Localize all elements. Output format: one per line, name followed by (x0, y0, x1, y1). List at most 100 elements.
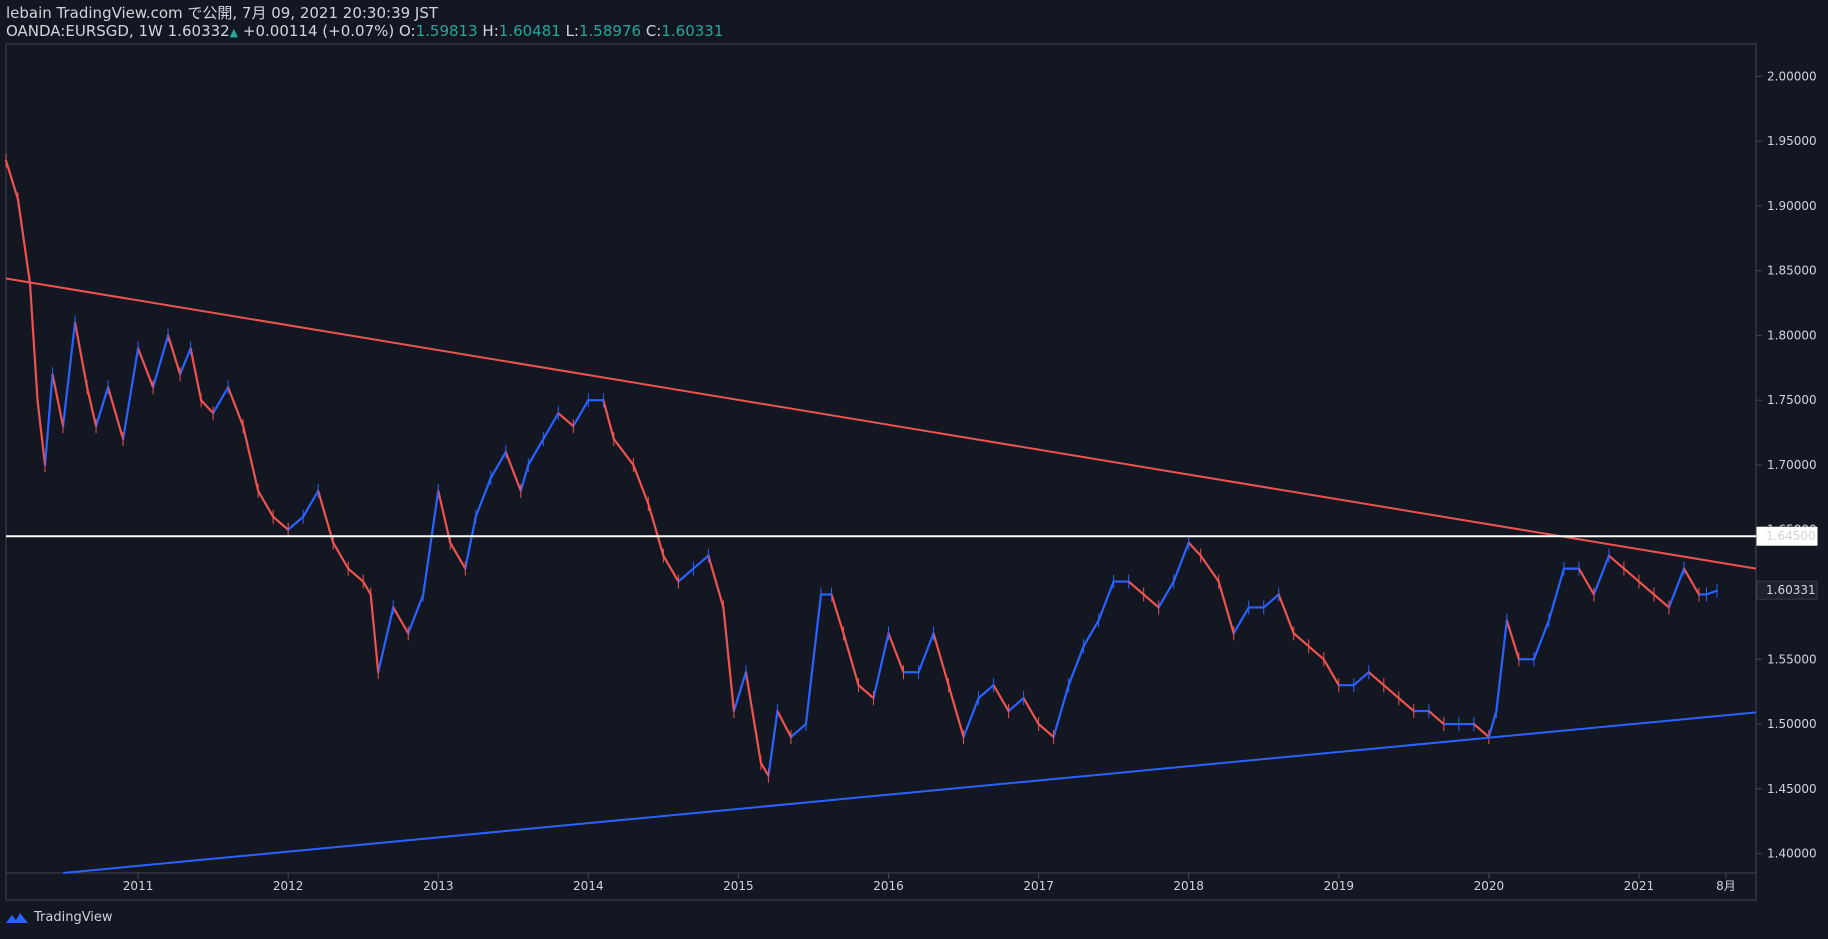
resistance-trendline[interactable] (5, 277, 1757, 570)
price-segment (1622, 567, 1641, 583)
y-tick-label: 1.50000 (1767, 717, 1817, 731)
price-segment (527, 437, 545, 467)
price-segment (61, 321, 77, 428)
x-tick-label: 2018 (1173, 879, 1204, 893)
x-tick-label: 2015 (723, 879, 754, 893)
price-segment (1352, 671, 1370, 687)
price-segment (347, 567, 365, 583)
price-segment (166, 334, 182, 376)
tradingview-logo-icon (6, 912, 28, 923)
price-segment (1037, 722, 1055, 739)
price-segment (73, 321, 89, 389)
price-segment (200, 399, 215, 415)
close-value: 1.60331 (661, 22, 724, 40)
price-segment (4, 159, 20, 201)
price-segment (1127, 580, 1145, 596)
price-segment (474, 476, 492, 518)
price-segment (962, 697, 980, 739)
price-segment (830, 593, 845, 635)
y-tick-label: 1.55000 (1767, 652, 1817, 666)
price-segment (612, 437, 635, 467)
symbol-name[interactable]: OANDA:EURSGD, 1W (6, 22, 163, 40)
price-segment (28, 282, 39, 402)
price-segment (489, 450, 507, 480)
y-tick-label: 1.75000 (1767, 393, 1817, 407)
price-segment (992, 684, 1010, 713)
publish-info-text: lebain TradingView.com で公開, 7月 09, 2021 … (6, 4, 439, 22)
brand-footer[interactable]: TradingView (4, 910, 113, 925)
price-segment (1667, 567, 1686, 609)
price-segment (1067, 645, 1085, 687)
price-segment (947, 684, 965, 739)
price-segment (227, 386, 245, 428)
price-segment (1157, 580, 1175, 609)
price-segment (1705, 589, 1719, 596)
high-label: H: (482, 22, 499, 40)
price-segment (732, 671, 748, 713)
y-tick-label: 2.00000 (1767, 69, 1817, 83)
price-segment (1592, 554, 1611, 596)
price-segment (804, 593, 823, 726)
price-segment (1322, 658, 1340, 687)
y-tick-label: 1.45000 (1767, 782, 1817, 796)
price-segment (51, 373, 65, 428)
price-segment (332, 541, 350, 570)
price-segment (1292, 632, 1310, 648)
price-segment (504, 450, 522, 492)
price-segment (977, 684, 995, 700)
price-segment (257, 489, 275, 518)
last-price: 1.60332 (167, 22, 230, 40)
y-tick-label: 1.80000 (1767, 328, 1817, 342)
price-segment (189, 347, 203, 402)
price-segment (178, 347, 192, 376)
price-segment (1487, 709, 1498, 739)
price-segment (542, 412, 560, 441)
price-label-text: 1.64500 (1766, 529, 1816, 543)
price-segment (842, 632, 860, 687)
price-segment (1495, 619, 1508, 713)
price-segment (377, 606, 395, 674)
price-segment (1577, 567, 1596, 596)
price-segment (1082, 619, 1100, 648)
x-tick-label: 2013 (423, 879, 454, 893)
x-tick-label: 2019 (1323, 879, 1354, 893)
price-segment (16, 198, 32, 285)
y-tick-label: 1.95000 (1767, 134, 1817, 148)
x-tick-label: 2012 (273, 879, 304, 893)
price-segment (857, 684, 875, 700)
x-tick-label: 2014 (573, 879, 604, 893)
ohlc-legend: OANDA:EURSGD, 1W 1.60332▲ +0.00114 (+0.0… (6, 22, 723, 42)
price-segment (1382, 684, 1400, 700)
price-segment (1307, 645, 1325, 661)
price-segment (1052, 684, 1070, 739)
price-segment (422, 489, 440, 596)
support-trendline[interactable] (62, 711, 1757, 874)
price-segment (317, 489, 335, 544)
plot-frame (5, 43, 1757, 901)
price-segment (449, 541, 467, 570)
price-segment (43, 373, 54, 467)
price-segment (1187, 541, 1202, 557)
price-segment (759, 761, 770, 777)
price-segment (1262, 593, 1280, 609)
price-segment (1367, 671, 1385, 687)
x-tick-label: 2017 (1023, 879, 1054, 893)
price-segment (572, 399, 590, 428)
price-segment (557, 412, 575, 428)
open-label: O: (399, 22, 416, 40)
x-tick-label: 8月 (1716, 879, 1736, 893)
price-segment (1652, 593, 1671, 609)
price-segment (1232, 606, 1250, 635)
price-segment (632, 463, 650, 505)
x-tick-label: 2011 (123, 879, 154, 893)
price-segment (94, 386, 110, 428)
price-segment (136, 347, 155, 389)
price-segment (1532, 619, 1550, 661)
price-segment (917, 632, 935, 674)
price-segment (392, 606, 410, 635)
price-segment (151, 334, 170, 389)
price-segment (776, 709, 793, 739)
price-segment (1022, 697, 1040, 726)
x-tick-label: 2020 (1474, 879, 1505, 893)
